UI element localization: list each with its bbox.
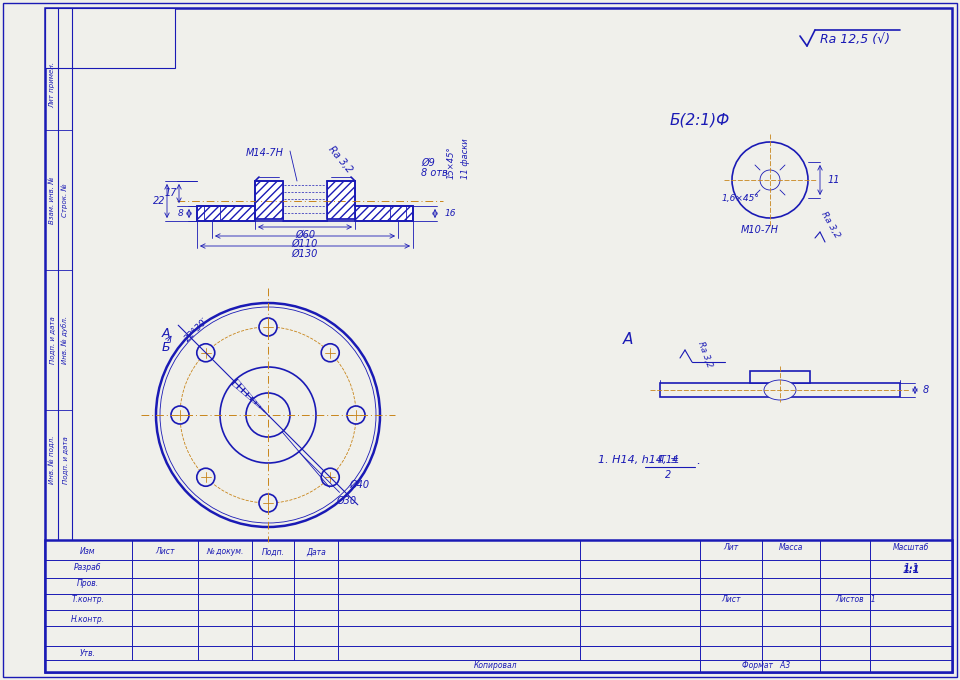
Circle shape [220,367,316,463]
Text: 22°30′: 22°30′ [182,317,210,344]
Text: 2: 2 [665,470,671,480]
Text: Масштаб: Масштаб [893,543,929,552]
Text: Ø30: Ø30 [337,496,356,505]
Text: 1. H14, h14, ±: 1. H14, h14, ± [598,455,680,465]
Text: Копировал: Копировал [474,660,517,670]
Circle shape [160,307,376,523]
Text: Подп. и дата: Подп. и дата [62,436,68,484]
Bar [327,181,355,219]
Circle shape [760,170,780,190]
Text: Взам. инв. №: Взам. инв. № [49,176,55,224]
Text: A: A [162,326,171,340]
Text: 8: 8 [923,385,929,395]
Text: 17: 17 [165,188,178,199]
Text: Ra 12,5 (√): Ra 12,5 (√) [820,33,890,46]
Text: Строк. №: Строк. № [61,183,68,217]
Text: Лит: Лит [724,543,738,552]
Text: 1:1: 1:1 [903,563,919,573]
Text: 8 отв.: 8 отв. [421,168,451,178]
Text: 15×45°: 15×45° [446,147,455,180]
Text: Ø40: Ø40 [349,479,370,490]
Text: Лист: Лист [156,547,175,556]
Bar [255,181,283,219]
Circle shape [171,406,189,424]
Bar [197,206,255,221]
Circle shape [322,469,339,486]
Text: Дата: Дата [306,547,325,556]
Text: 16: 16 [445,209,457,218]
Circle shape [156,303,380,527]
Circle shape [197,344,215,362]
Text: Пров.: Пров. [77,579,99,588]
Circle shape [347,406,365,424]
Text: Формат   A3: Формат A3 [742,660,790,670]
Text: Инв. № подл.: Инв. № подл. [49,436,56,484]
Text: Подп.: Подп. [261,547,284,556]
Text: 8: 8 [179,209,184,218]
Text: Ø60: Ø60 [295,230,315,240]
Bar [45,8,175,68]
Text: Ø110: Ø110 [292,239,318,249]
Bar [760,170,780,190]
Bar [355,206,413,221]
Text: 1:1: 1:1 [902,565,920,575]
Circle shape [259,318,277,336]
Text: Б: Б [162,341,171,354]
Bar [327,181,355,219]
Text: Ra 3,2: Ra 3,2 [696,340,714,369]
Text: Б(2:1)Ф: Б(2:1)Ф [670,112,731,128]
Text: .: . [696,454,700,466]
Text: Инв. № дубл.: Инв. № дубл. [61,316,68,364]
Bar [197,206,255,221]
Bar [750,371,810,383]
Circle shape [197,469,215,486]
Text: M10-7H: M10-7H [741,225,779,235]
Text: Ø9: Ø9 [421,158,435,168]
Text: Ra 3,2: Ra 3,2 [326,143,354,174]
Text: IT14: IT14 [658,455,679,465]
Text: № докум.: № докум. [206,547,244,556]
Bar [45,540,952,672]
Text: Ø130: Ø130 [292,249,318,259]
Text: Лист: Лист [721,596,741,605]
Bar [255,181,283,219]
Bar [355,206,413,221]
Circle shape [322,344,339,362]
Bar [660,383,900,397]
Text: Н.контр.: Н.контр. [71,615,105,624]
Text: Утв.: Утв. [80,649,96,658]
Text: Лит примен.: Лит примен. [49,62,55,108]
Text: Изм: Изм [81,547,96,556]
Text: M14-7H: M14-7H [246,148,284,158]
Text: Листов   1: Листов 1 [836,596,876,605]
Text: 1,6×45°: 1,6×45° [721,194,759,203]
Text: Разраб: Разраб [74,564,102,573]
Circle shape [246,393,290,437]
Text: Ra 3,2: Ra 3,2 [819,210,841,240]
Text: 11: 11 [828,175,841,185]
Text: Т.контр.: Т.контр. [71,596,105,605]
Ellipse shape [764,380,796,400]
Text: 22: 22 [153,196,165,206]
Text: Подп. и дата: Подп. и дата [49,316,55,364]
Text: A: A [623,333,634,347]
Circle shape [259,494,277,512]
Circle shape [732,142,808,218]
Text: 11 фаски: 11 фаски [461,139,469,180]
Text: Масса: Масса [779,543,804,552]
